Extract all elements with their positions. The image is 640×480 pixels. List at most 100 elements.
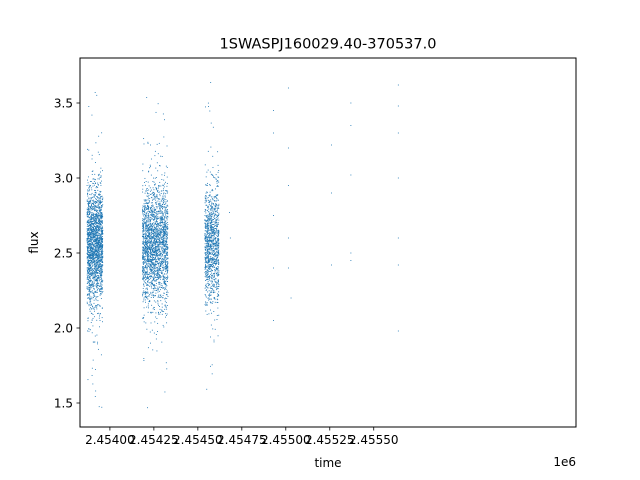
data-point bbox=[146, 248, 148, 250]
data-point bbox=[209, 195, 211, 197]
data-point bbox=[159, 233, 161, 235]
data-point bbox=[91, 204, 92, 206]
data-point bbox=[213, 208, 215, 210]
data-point bbox=[205, 236, 207, 238]
data-point bbox=[148, 236, 150, 238]
data-point bbox=[94, 264, 96, 266]
data-point bbox=[99, 220, 101, 222]
data-point bbox=[87, 201, 89, 202]
data-point bbox=[208, 270, 210, 272]
data-point bbox=[215, 243, 217, 245]
data-point bbox=[96, 213, 98, 215]
data-point bbox=[158, 270, 160, 272]
data-point bbox=[87, 267, 89, 269]
data-point bbox=[149, 201, 150, 203]
data-point bbox=[206, 240, 208, 242]
data-point bbox=[87, 213, 88, 214]
data-point bbox=[96, 254, 98, 256]
data-point bbox=[153, 268, 155, 270]
data-point bbox=[207, 252, 209, 254]
data-point bbox=[148, 202, 150, 204]
data-point bbox=[88, 269, 90, 271]
data-point bbox=[158, 218, 160, 220]
data-point bbox=[95, 238, 97, 240]
data-point bbox=[143, 277, 145, 279]
data-point bbox=[159, 217, 161, 219]
data-point bbox=[99, 206, 101, 208]
data-point bbox=[167, 270, 169, 272]
data-point bbox=[211, 244, 213, 246]
data-point bbox=[98, 252, 100, 254]
data-point bbox=[146, 208, 148, 210]
data-point bbox=[158, 186, 160, 188]
data-point bbox=[158, 204, 160, 206]
data-point bbox=[94, 221, 96, 222]
data-point bbox=[88, 220, 90, 222]
data-point bbox=[100, 242, 102, 244]
data-point bbox=[164, 276, 166, 278]
data-point bbox=[163, 277, 165, 279]
data-point bbox=[100, 277, 102, 279]
data-point bbox=[90, 270, 92, 272]
data-point bbox=[89, 241, 91, 243]
data-point bbox=[143, 223, 144, 225]
data-point bbox=[99, 247, 101, 249]
data-point bbox=[152, 284, 154, 286]
data-point bbox=[217, 239, 219, 241]
data-point bbox=[151, 237, 152, 239]
data-point bbox=[149, 226, 151, 228]
data-point bbox=[167, 248, 169, 250]
data-point bbox=[102, 239, 104, 241]
data-point bbox=[212, 231, 213, 233]
data-point bbox=[210, 205, 212, 207]
data-point bbox=[98, 266, 99, 268]
data-point bbox=[164, 204, 166, 205]
data-point bbox=[207, 261, 209, 262]
data-point bbox=[87, 190, 89, 192]
data-point bbox=[93, 234, 95, 236]
data-point bbox=[102, 240, 103, 242]
data-point bbox=[208, 260, 210, 262]
data-point bbox=[154, 231, 156, 233]
data-point bbox=[88, 297, 90, 298]
data-point bbox=[102, 246, 104, 247]
data-point bbox=[93, 270, 94, 272]
data-point bbox=[88, 240, 89, 242]
data-point bbox=[147, 280, 149, 281]
data-point bbox=[217, 222, 219, 224]
data-point bbox=[208, 262, 210, 264]
data-point bbox=[96, 280, 98, 281]
data-point bbox=[95, 202, 97, 204]
data-point bbox=[157, 226, 159, 228]
data-point bbox=[209, 236, 211, 238]
data-point bbox=[217, 266, 219, 268]
data-point bbox=[100, 252, 102, 254]
data-point bbox=[101, 246, 103, 248]
data-point bbox=[98, 215, 100, 216]
data-point bbox=[86, 286, 88, 288]
data-point bbox=[94, 396, 96, 397]
data-point bbox=[160, 278, 161, 280]
data-point bbox=[150, 240, 152, 242]
data-point bbox=[213, 221, 215, 223]
data-point bbox=[144, 258, 146, 260]
data-point bbox=[153, 219, 154, 220]
data-point bbox=[156, 224, 158, 226]
data-point bbox=[208, 252, 210, 254]
data-point bbox=[163, 292, 165, 294]
data-point bbox=[99, 315, 100, 317]
data-point bbox=[159, 229, 161, 231]
data-point bbox=[152, 263, 154, 264]
data-point bbox=[86, 303, 88, 305]
data-point bbox=[156, 246, 157, 248]
data-point bbox=[142, 232, 144, 234]
data-point bbox=[96, 210, 98, 212]
data-point bbox=[152, 278, 154, 280]
data-point bbox=[208, 284, 210, 286]
data-point bbox=[101, 233, 103, 235]
data-point bbox=[96, 218, 97, 220]
data-point bbox=[210, 288, 212, 289]
data-point bbox=[149, 167, 150, 169]
data-point bbox=[147, 141, 149, 143]
data-point bbox=[162, 223, 164, 225]
